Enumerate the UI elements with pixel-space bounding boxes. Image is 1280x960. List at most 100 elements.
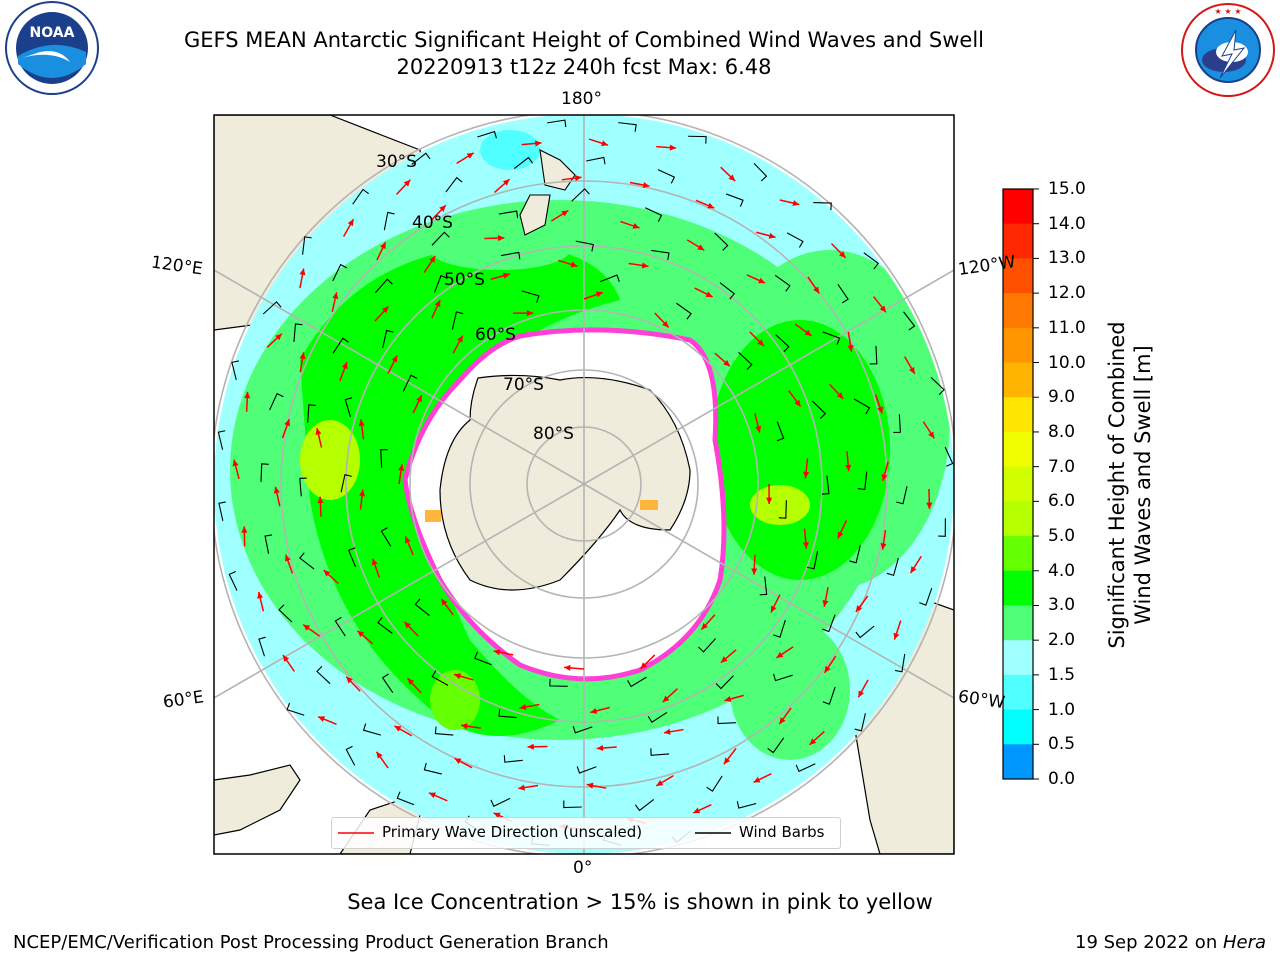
wave-arrow-head bbox=[358, 419, 365, 427]
wave-arrow-head bbox=[757, 339, 764, 346]
wind-barb bbox=[383, 211, 395, 231]
wind-barb bbox=[698, 638, 717, 653]
wind-barb bbox=[706, 775, 723, 792]
wind-barb bbox=[725, 193, 744, 207]
wave-arrow-head bbox=[766, 497, 773, 504]
colorbar-tick-label: 15.0 bbox=[1048, 179, 1086, 199]
wind-barb bbox=[903, 311, 916, 331]
africa-land bbox=[214, 764, 301, 836]
wind-barb bbox=[894, 653, 906, 673]
wave-arrow-head bbox=[656, 780, 664, 786]
wind-barb bbox=[753, 162, 768, 182]
colorbar-tick-label: 8.0 bbox=[1048, 421, 1076, 442]
wind-barb bbox=[807, 551, 819, 570]
wind-barb bbox=[434, 726, 454, 736]
chart-subtitle: 20220913 t12z 240h fcst Max: 6.48 bbox=[396, 55, 772, 79]
wind-barb bbox=[767, 737, 785, 754]
wind-barb bbox=[362, 723, 382, 736]
wave-arrow-head bbox=[640, 662, 648, 669]
colorbar-tick-label: 5.0 bbox=[1048, 526, 1076, 547]
wind-barb bbox=[586, 156, 606, 165]
wind-barb bbox=[863, 252, 880, 270]
wave-arrow-head bbox=[341, 362, 348, 370]
wave-arrow-head bbox=[641, 262, 649, 269]
colorbar-tick-label: 11.0 bbox=[1048, 317, 1086, 338]
wind-barb bbox=[411, 152, 431, 165]
wind-barb bbox=[231, 360, 239, 381]
wind-barb bbox=[490, 797, 511, 807]
colorbar-segment bbox=[1003, 293, 1033, 329]
wave-arrow-head bbox=[526, 310, 534, 317]
wind-barb bbox=[217, 430, 226, 450]
colorbar-tick-label: 13.0 bbox=[1048, 248, 1086, 269]
wave-arrow-head bbox=[824, 665, 831, 673]
wave-arrow-head bbox=[804, 329, 812, 336]
wave-arrow-head bbox=[596, 744, 604, 752]
colorbar-tick-label: 12.0 bbox=[1048, 283, 1086, 304]
wave-arrow-head bbox=[908, 366, 915, 374]
wind-barb bbox=[657, 169, 676, 184]
wave-arrow-head bbox=[403, 179, 411, 187]
wave-arrow-head bbox=[723, 757, 731, 765]
wind-barb bbox=[278, 604, 293, 623]
wind-barb bbox=[451, 311, 464, 330]
wave-arrow-head bbox=[802, 542, 809, 549]
wave-arrow-head bbox=[822, 600, 829, 607]
primary-wave-arrows bbox=[232, 138, 935, 830]
wind-barb bbox=[688, 135, 707, 144]
wave-arrow-head bbox=[877, 406, 883, 414]
wave-arrow-head bbox=[595, 291, 603, 298]
wind-barb bbox=[402, 374, 418, 392]
colorbar-tick-label: 0.0 bbox=[1048, 769, 1076, 789]
wind-barb bbox=[714, 232, 729, 251]
wave-arrow-head bbox=[723, 359, 730, 367]
wind-barb bbox=[618, 122, 637, 132]
wind-barb bbox=[498, 210, 519, 219]
colorbar-segment bbox=[1003, 674, 1033, 711]
nws-logo: ★ ★ ★ bbox=[1181, 3, 1275, 97]
wave-arrow-head bbox=[758, 277, 766, 284]
wave-arrow-head bbox=[318, 716, 326, 722]
colorbar-tick-label: 14.0 bbox=[1048, 213, 1086, 234]
wave-arrow-head bbox=[407, 678, 415, 686]
wind-barb bbox=[477, 130, 497, 139]
wind-barb bbox=[307, 404, 316, 423]
colorbar-tick-label: 7.0 bbox=[1048, 456, 1076, 477]
wave-arrow-head bbox=[570, 261, 578, 268]
wave-arrow-head bbox=[561, 210, 569, 217]
wind-barb bbox=[938, 518, 946, 537]
wind-barb bbox=[500, 251, 521, 260]
wave-arrow-head bbox=[284, 554, 291, 562]
wind-barb bbox=[547, 119, 567, 128]
wind-barb bbox=[647, 711, 668, 723]
wave-arrow-head bbox=[794, 399, 801, 407]
wind-barb bbox=[498, 709, 517, 719]
wind-barb bbox=[380, 449, 388, 468]
wind-barb bbox=[521, 290, 540, 303]
noaa-logo-text: NOAA bbox=[30, 25, 75, 41]
colorbar-tick-label: 9.0 bbox=[1048, 387, 1076, 408]
colorbar-tick-label: 1.5 bbox=[1048, 664, 1076, 685]
wave-arrow-head bbox=[429, 255, 436, 263]
wind-barb bbox=[563, 800, 582, 809]
wind-barb bbox=[812, 400, 827, 419]
colorbar bbox=[1003, 188, 1039, 780]
wind-barb bbox=[717, 716, 737, 725]
wave-arrow-head bbox=[346, 676, 353, 684]
wave-arrow-head bbox=[497, 235, 505, 242]
wind-barb bbox=[434, 274, 448, 293]
wind-barb bbox=[503, 755, 523, 763]
wind-barb bbox=[302, 236, 312, 255]
wave-arrow-head bbox=[881, 474, 888, 481]
wave-arrow-head bbox=[724, 696, 732, 702]
wind-barb bbox=[380, 527, 392, 547]
wave-arrow-head bbox=[391, 355, 398, 363]
wave-arrow-head bbox=[847, 344, 854, 352]
wave-arrow-head bbox=[456, 335, 463, 343]
wind-barb bbox=[822, 614, 836, 633]
wind-barb bbox=[930, 376, 945, 396]
legend-red-line-icon bbox=[338, 832, 374, 834]
wave-arrow-head bbox=[380, 242, 386, 250]
wind-barb bbox=[778, 500, 787, 519]
